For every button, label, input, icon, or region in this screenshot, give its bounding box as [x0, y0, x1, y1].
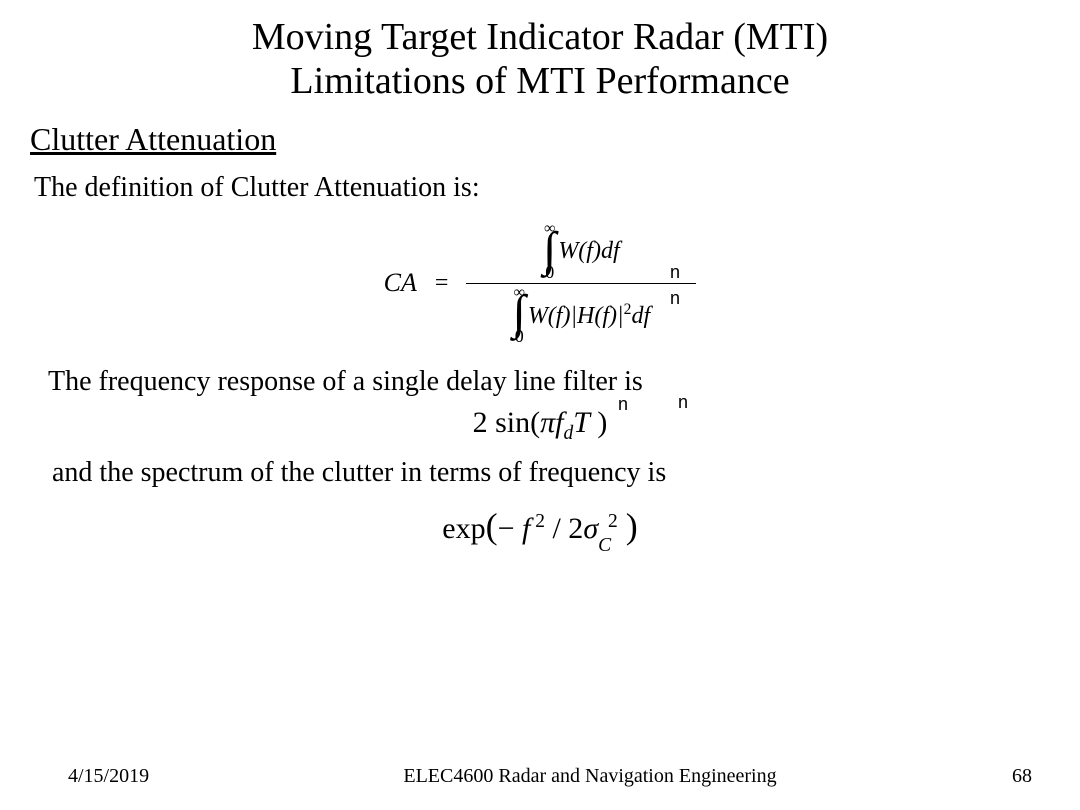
sp-slash: / 2 [545, 512, 583, 545]
spectrum-text: and the spectrum of the clutter in terms… [52, 457, 1050, 489]
int-sign-den: ∫ [513, 296, 526, 330]
sp-minus: − [498, 512, 515, 545]
title-line-1: Moving Target Indicator Radar (MTI) [252, 16, 828, 58]
sp-sup-a: 2 [530, 511, 545, 532]
ca-label: CA [384, 268, 417, 298]
sp-sigma: σ [583, 512, 598, 545]
footer-date: 4/15/2019 [68, 765, 228, 788]
footer-page: 68 [952, 765, 1032, 788]
den-right: df [631, 303, 650, 329]
int-sign-num: ∫ [543, 233, 556, 267]
num-lower: 0 [545, 264, 554, 280]
ca-denominator: ∞ ∫ 0 W(f)|H(f)|2df [513, 286, 650, 344]
den-left: W(f)|H(f)| [528, 303, 624, 329]
footer-course: ELEC4600 Radar and Navigation Engineerin… [228, 765, 952, 788]
fraction-line [466, 283, 696, 284]
fr-suffix: ) [590, 406, 608, 439]
sp-prefix: exp [442, 512, 485, 545]
slide: Moving Target Indicator Radar (MTI) Limi… [0, 0, 1080, 810]
equals-sign: = [435, 270, 449, 297]
ca-fraction: ∞ ∫ 0 W(f)df ∞ ∫ 0 W(f)|H(f)|2df [466, 222, 696, 343]
fr-prefix: 2 sin( [473, 406, 541, 439]
annot-n1: n [670, 262, 680, 283]
annot-n2: n [670, 288, 680, 309]
definition-text: The definition of Clutter Attenuation is… [34, 172, 1050, 204]
section-heading: Clutter Attenuation [30, 121, 1050, 158]
title-line-2: Limitations of MTI Performance [290, 60, 789, 102]
sp-sigma-sub: C [598, 535, 611, 556]
sp-f: f [515, 512, 531, 545]
den-integrand: W(f)|H(f)|2df [528, 302, 650, 328]
ca-row: CA = ∞ ∫ 0 W(f)df ∞ ∫ 0 [384, 222, 697, 343]
int-col-num: ∞ ∫ 0 [543, 222, 556, 280]
ca-formula: CA = ∞ ∫ 0 W(f)df ∞ ∫ 0 [30, 222, 1050, 343]
spectrum-formula: exp(− f 2 / 2σC 2) [30, 505, 1050, 551]
num-integrand: W(f)df [558, 239, 619, 263]
den-lower: 0 [515, 328, 524, 344]
footer: 4/15/2019 ELEC4600 Radar and Navigation … [0, 765, 1080, 788]
fr-T: T [573, 406, 590, 439]
ca-numerator: ∞ ∫ 0 W(f)df [543, 222, 619, 280]
sp-sup-b: 2 [603, 511, 618, 532]
freq-response-text: The frequency response of a single delay… [48, 366, 1050, 398]
sp-open: ( [486, 506, 498, 546]
freq-response-formula: 2 sin(πfdT ) [30, 406, 1050, 445]
slide-title: Moving Target Indicator Radar (MTI) Limi… [30, 16, 1050, 103]
sp-close: ) [626, 506, 638, 546]
int-col-den: ∞ ∫ 0 [513, 286, 526, 344]
annot-n4: n [618, 394, 628, 415]
fr-sub: d [563, 423, 573, 444]
fr-pi: π [540, 406, 555, 439]
